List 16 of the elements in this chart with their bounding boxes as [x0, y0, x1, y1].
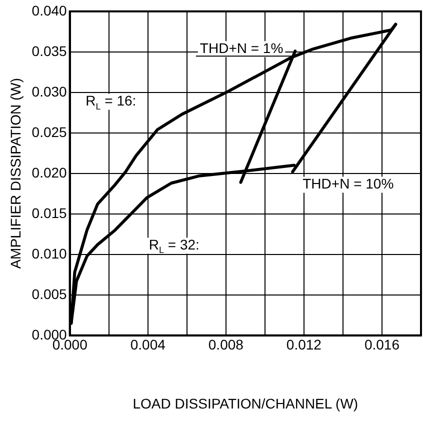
series-label: THD+N = 1%	[200, 40, 284, 56]
y-tick-label: 0.035	[32, 42, 68, 59]
y-axis-title: AMPLIFIER DISSIPATION (W)	[7, 78, 24, 269]
y-tick-label: 0.015	[32, 204, 68, 221]
y-tick-label: 0.040	[32, 2, 68, 18]
y-tick-label: 0.030	[32, 83, 68, 100]
y-tick-label: 0.005	[32, 286, 68, 302]
x-tick-label: 0.004	[130, 336, 166, 353]
x-tick-label: 0.008	[208, 336, 244, 353]
y-tick-label: 0.020	[32, 164, 68, 180]
x-axis-title: LOAD DISSIPATION/CHANNEL (W)	[132, 395, 358, 412]
x-tick-label: 0.012	[286, 336, 322, 353]
series-label: THD+N = 10%	[302, 176, 394, 192]
y-tick-label: 0.025	[32, 124, 68, 140]
y-tick-label: 0.010	[32, 245, 68, 262]
x-tick-label: 0.016	[364, 336, 400, 353]
